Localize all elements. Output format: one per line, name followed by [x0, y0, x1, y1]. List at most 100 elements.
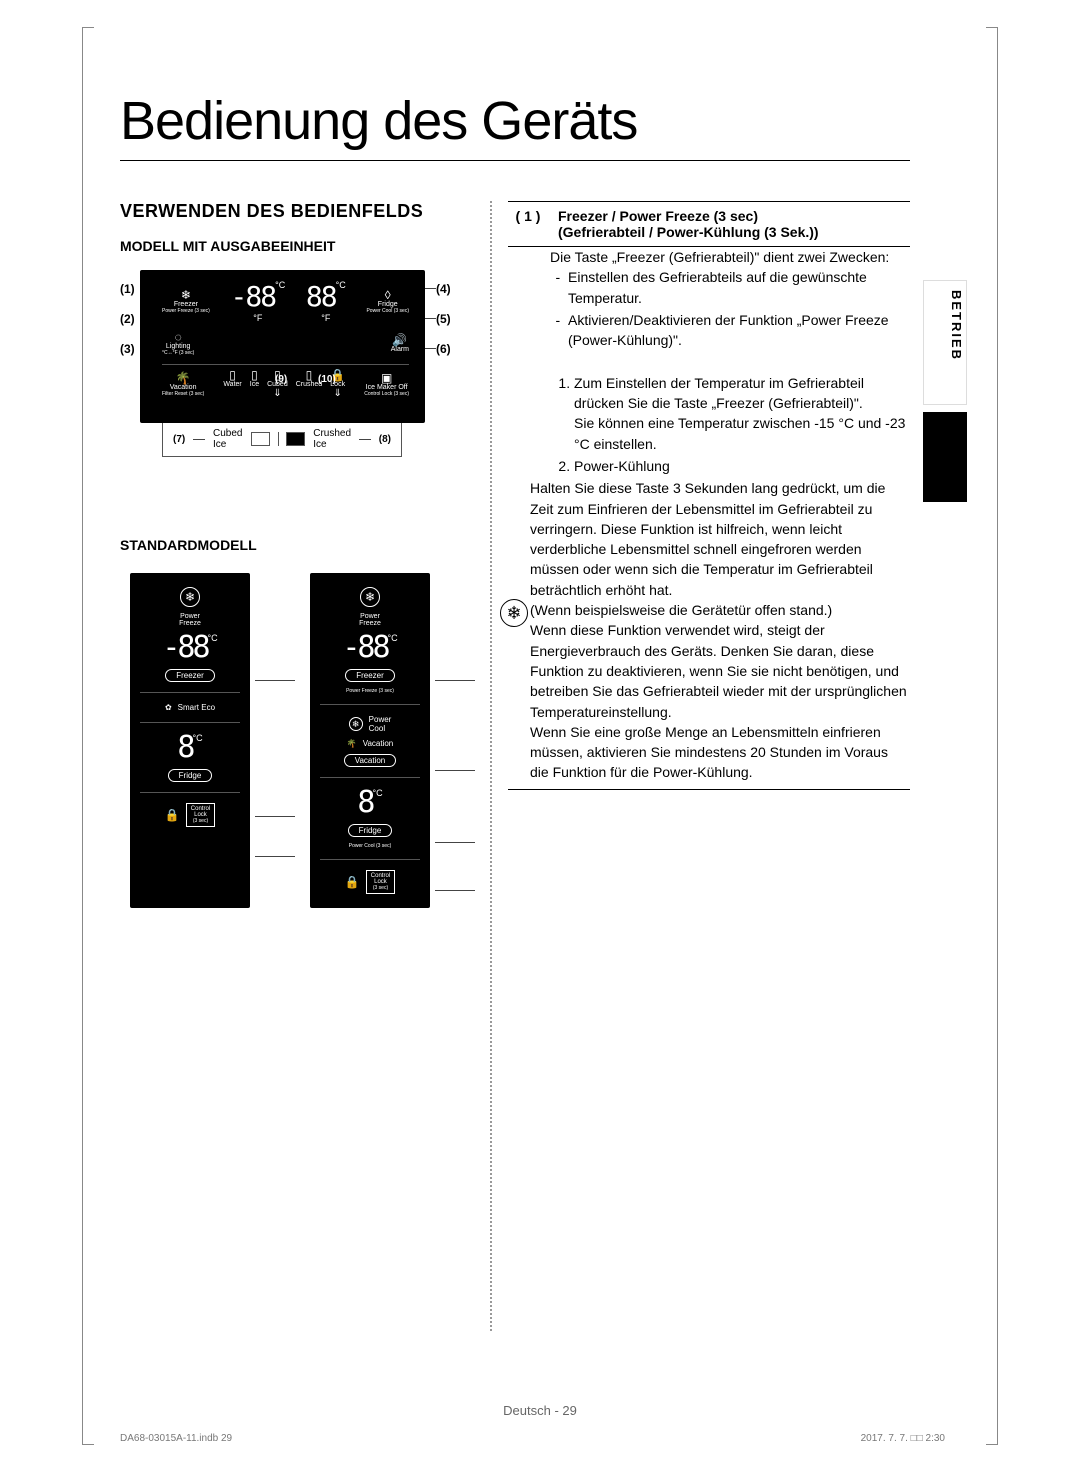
callout-2: (2): [120, 312, 135, 326]
arrow-icon: ⇓: [273, 388, 281, 399]
callout-1: (1): [120, 282, 135, 296]
crushed-icon: ▯: [306, 369, 313, 381]
snowflake-icon: ❄: [181, 289, 191, 301]
control-lock-button[interactable]: 🔒 Control Lock(3 sec): [345, 870, 395, 894]
lighting-sub: °C↔°F (3 sec): [162, 350, 194, 356]
cup-icon: ▯: [251, 369, 258, 381]
droplet-icon: ◊: [385, 289, 391, 301]
vacation-row: 🌴Vacation: [347, 739, 394, 748]
fridge-label: Fridge: [378, 301, 398, 308]
footer-id: DA68-03015A-11.indb 29: [120, 1433, 232, 1444]
column-left: VERWENDEN DES BEDIENFELDS MODELL MIT AUS…: [120, 201, 490, 908]
crushed-lever[interactable]: [286, 432, 305, 446]
callout-1b: (1): [475, 673, 490, 687]
fridge-button[interactable]: Fridge: [348, 824, 393, 837]
lever-box: (7) Cubed Ice Crushed Ice (8): [162, 422, 402, 457]
ref-1-header: ( 1 ) Freezer / Power Freeze (3 sec) (Ge…: [508, 201, 910, 247]
leaf-icon: ✿: [165, 703, 172, 712]
column-divider: [490, 201, 492, 1331]
arrow-icon: ⇓: [333, 388, 341, 399]
cup-icon: ▯: [229, 369, 236, 381]
ref-number: ( 1 ): [508, 208, 548, 224]
freezer-sub: Power Freeze (3 sec): [162, 308, 210, 314]
freezer-button[interactable]: Freezer: [165, 669, 215, 682]
fridge-temp-display: 88°C °F: [306, 280, 346, 323]
palm-icon: 🌴: [176, 372, 191, 384]
sub-heading-dispenser: MODELL MIT AUSGABEEINHEIT: [120, 238, 490, 254]
ref-body-long: Halten Sie diese Taste 3 Sekunden lang g…: [530, 478, 910, 782]
callout-7: (7): [173, 434, 185, 445]
callout-1a: (1): [295, 673, 310, 687]
fridge-button[interactable]: Fridge: [168, 769, 213, 782]
fridge-temp: 8: [177, 730, 192, 765]
page-title: Bedienung des Geräts: [120, 90, 910, 161]
snowflake-icon: ❄: [180, 587, 200, 607]
power-cool-row: ❄Power Cool: [349, 715, 392, 733]
lock-icon: 🔒: [165, 808, 180, 822]
side-tab-black: [923, 412, 967, 502]
vacation-button[interactable]: Vacation: [344, 754, 397, 767]
callout-9: (9): [275, 374, 287, 385]
lock-icon: 🔒: [345, 875, 360, 889]
callout-4a: (4): [295, 809, 310, 823]
ref-bullet-2: Aktivieren/Deaktivieren der Funktion „Po…: [568, 310, 910, 351]
standard-panel-a: ❄ Power Freeze -88°C Freezer ✿Smart Eco …: [130, 573, 250, 908]
vacation-label: Vacation: [170, 384, 197, 391]
cubed-lever[interactable]: [251, 432, 270, 446]
ref-step-1: Zum Einstellen der Temperatur im Gefrier…: [574, 373, 910, 454]
standard-panel-b: ❄ Power Freeze -88°C Freezer Power Freez…: [310, 573, 430, 908]
freezer-temp: -88: [162, 630, 207, 665]
dispenser-panel-wrapper: (1) (2) (3) (4) (5) (6) ❄ Freezer: [140, 270, 465, 457]
standard-panels: ❄ Power Freeze -88°C Freezer ✿Smart Eco …: [130, 573, 490, 908]
lever-cubed-label: Cubed Ice: [213, 428, 243, 450]
freezer-button[interactable]: Freezer: [345, 669, 395, 682]
callout-10: (10): [318, 374, 336, 385]
snowflake-icon: ❄: [500, 599, 528, 627]
column-right: ( 1 ) Freezer / Power Freeze (3 sec) (Ge…: [490, 201, 910, 908]
snowflake-icon: ❄: [360, 587, 380, 607]
ref-1-body: Die Taste „Freezer (Gefrierabteil)" dien…: [508, 247, 910, 790]
lighting-label: Lighting: [166, 343, 191, 350]
bulb-icon: ◌: [175, 331, 182, 343]
ref-bullet-1: Einstellen des Gefrierabteils auf die ge…: [568, 267, 910, 308]
icemaker-sub: Control Lock (3 sec): [364, 391, 409, 397]
fridge-button[interactable]: ◊ Fridge Power Cool (3 sec): [366, 289, 409, 314]
smart-eco-row: ✿Smart Eco: [165, 703, 215, 712]
ref-title-1: Freezer / Power Freeze (3 sec): [558, 208, 819, 224]
freezer-temp: -88: [342, 630, 387, 665]
power-freeze-label: Power Freeze: [179, 613, 201, 627]
callout-6: (6): [436, 342, 451, 356]
vacation-sub: Filter Reset (3 sec): [162, 391, 204, 397]
footer-page: Deutsch - 29: [0, 1403, 1080, 1418]
freezer-label: Freezer: [174, 301, 198, 308]
callout-8: (8): [379, 434, 391, 445]
ref-step-2: Power-Kühlung: [574, 456, 910, 476]
palm-icon: 🌴: [347, 739, 357, 748]
icemaker-icon: ▣: [381, 372, 392, 384]
content: Bedienung des Geräts VERWENDEN DES BEDIE…: [120, 90, 910, 1402]
freezer-temp-display: -88°C °F: [231, 280, 286, 323]
sub-heading-standard: STANDARDMODELL: [120, 537, 490, 553]
footer-date: 2017. 7. 7. □□ 2:30: [861, 1433, 945, 1444]
section-heading: VERWENDEN DES BEDIENFELDS: [120, 201, 490, 222]
icemaker-button[interactable]: ▣ Ice Maker Off Control Lock (3 sec): [364, 372, 409, 397]
freezer-button[interactable]: ❄ Freezer Power Freeze (3 sec): [162, 289, 210, 314]
lighting-button[interactable]: ◌ Lighting °C↔°F (3 sec): [162, 331, 194, 356]
vacation-button[interactable]: 🌴 Vacation Filter Reset (3 sec): [162, 372, 204, 397]
callout-5: (5): [436, 312, 451, 326]
callout-3b: (3): [475, 763, 490, 777]
speaker-icon: 🔊: [392, 334, 407, 346]
fridge-sub: Power Cool (3 sec): [366, 308, 409, 314]
ref-title-2: (Gefrierabteil / Power-Kühlung (3 Sek.)): [558, 224, 819, 240]
fridge-temp: 8: [357, 785, 372, 820]
callout-4: (4): [436, 282, 451, 296]
power-freeze-label: Power Freeze: [359, 613, 381, 627]
alarm-button[interactable]: 🔊 Alarm: [391, 334, 409, 353]
control-lock-button[interactable]: 🔒 Control Lock(3 sec): [165, 803, 215, 827]
snowflake-icon: ❄: [349, 717, 363, 731]
side-tab-label: BETRIEB: [949, 290, 964, 361]
callout-3: (3): [120, 342, 135, 356]
alarm-label: Alarm: [391, 346, 409, 353]
icemaker-label: Ice Maker Off: [366, 384, 408, 391]
callout-4b: (4): [475, 835, 490, 849]
